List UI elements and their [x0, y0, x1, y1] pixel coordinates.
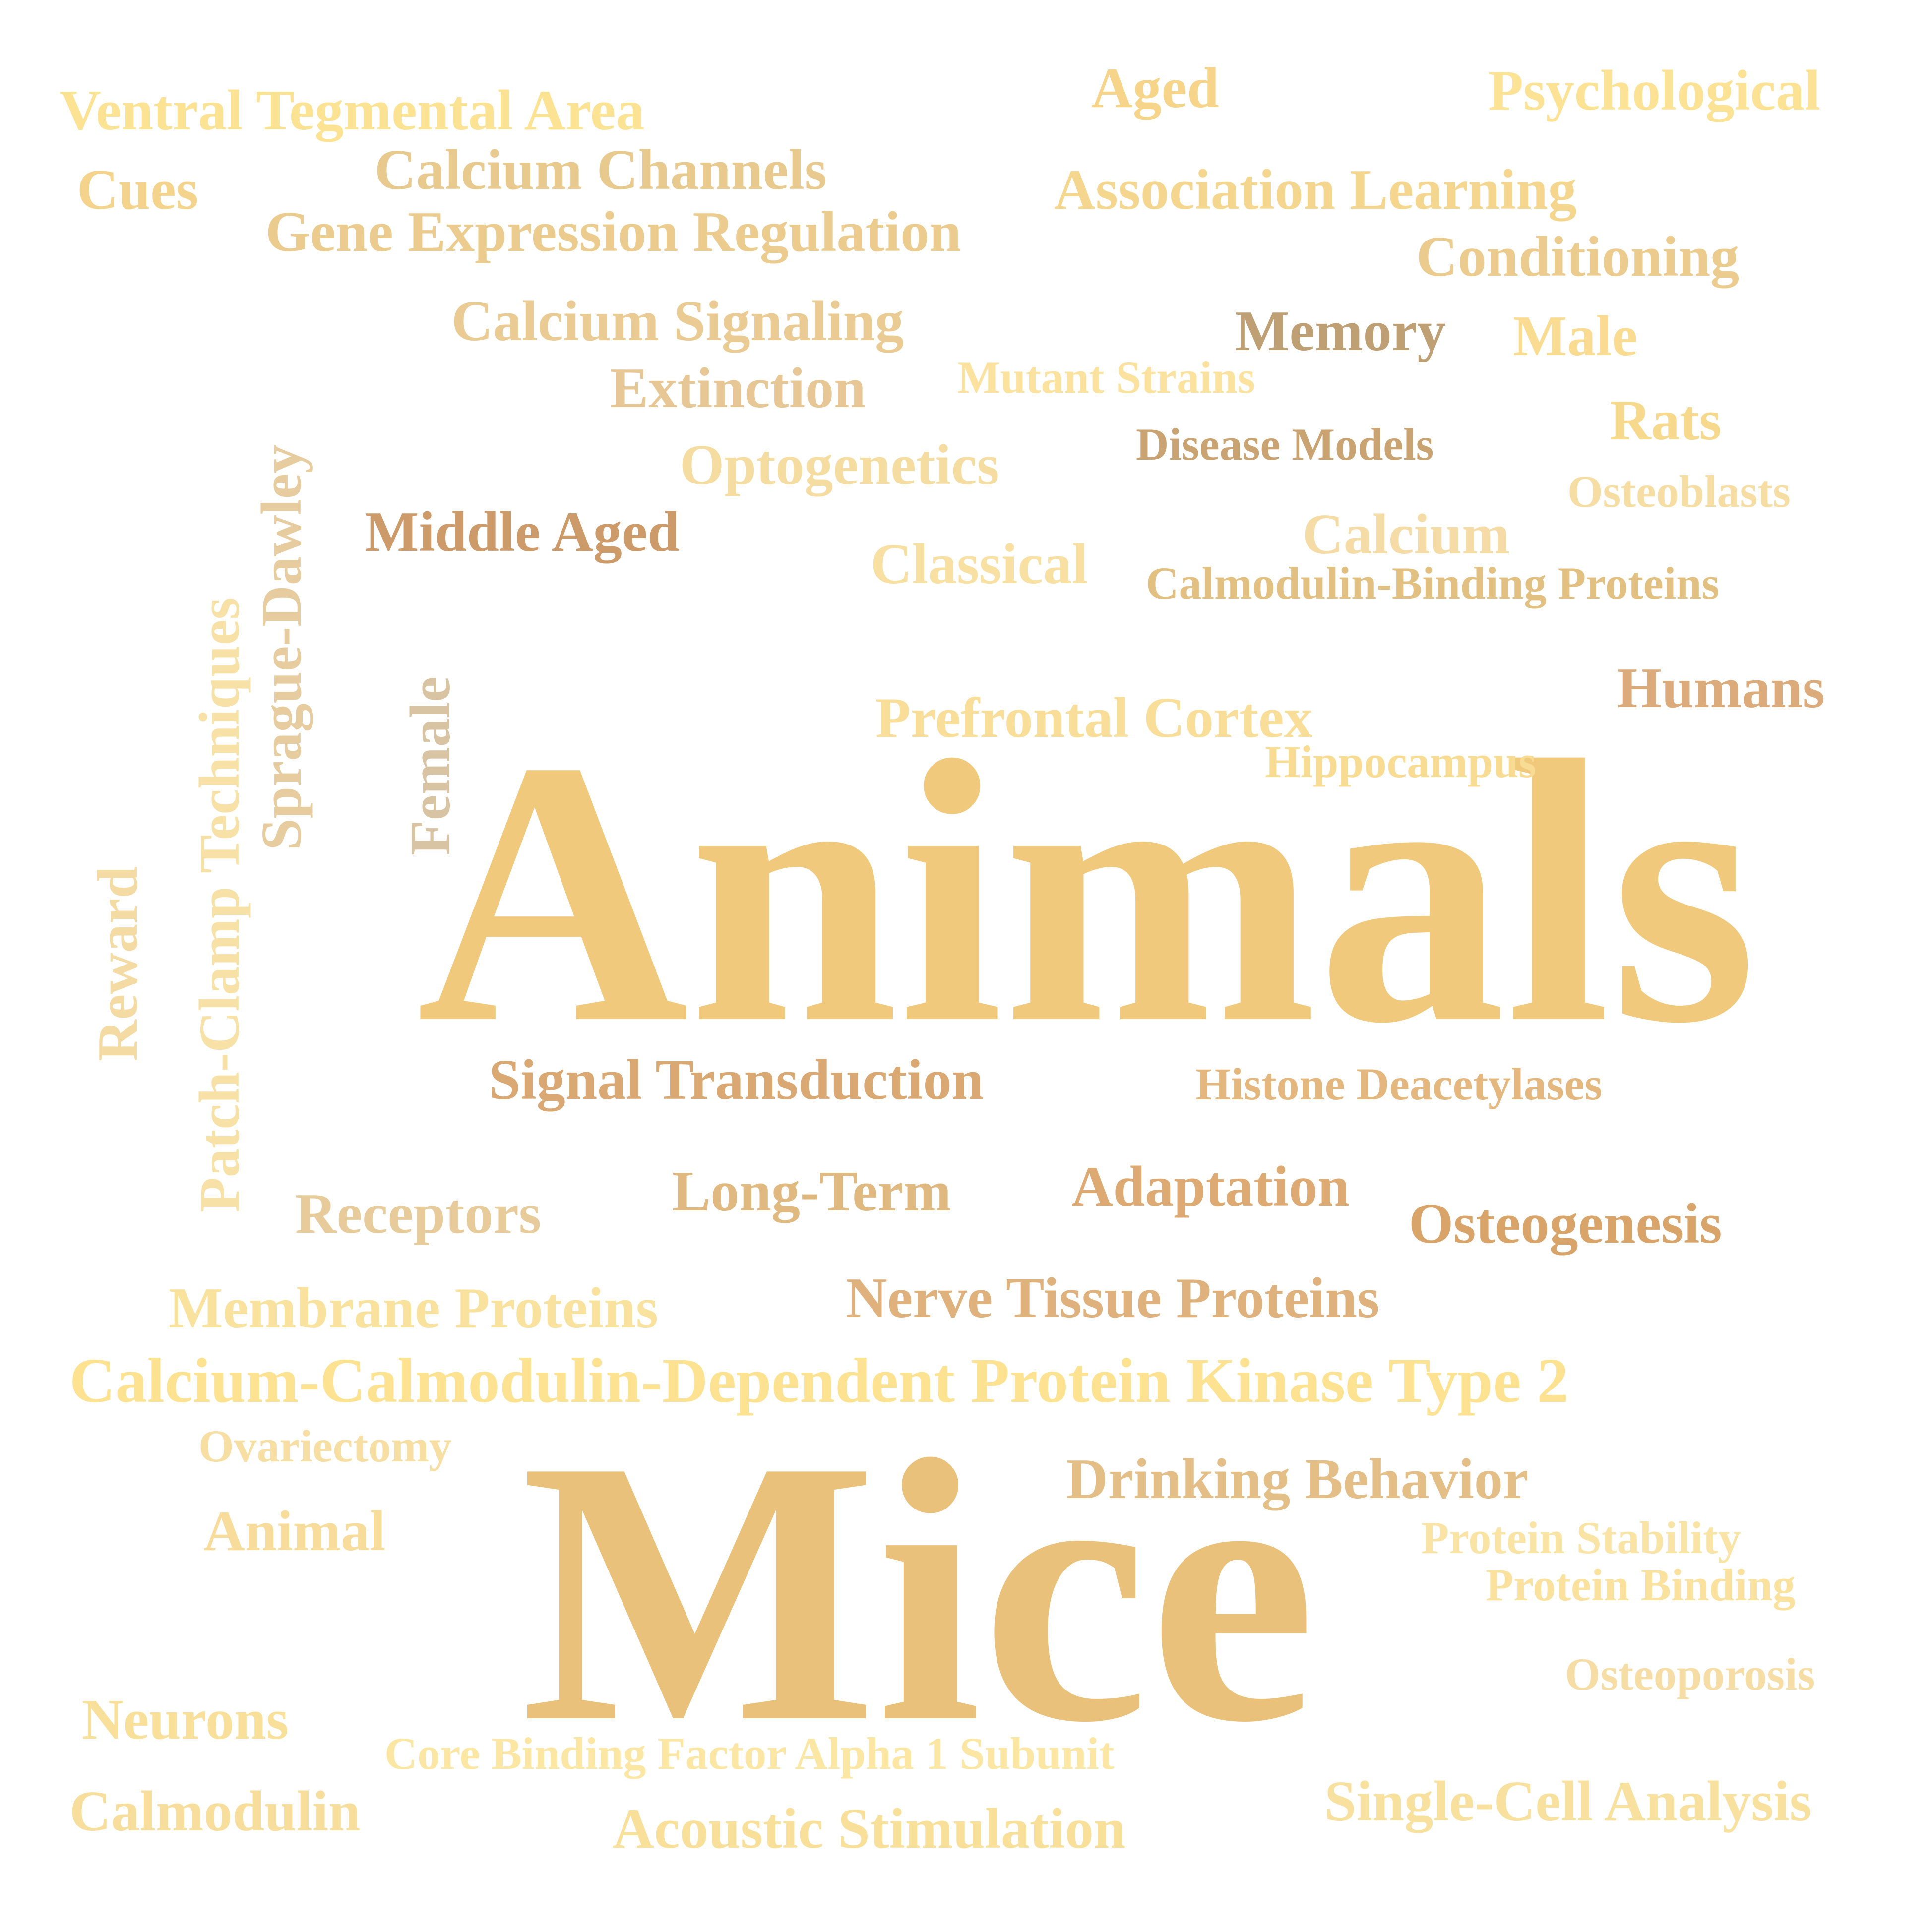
word-psychological: Psychological: [1488, 59, 1821, 122]
word-calcium-channels: Calcium Channels: [374, 138, 827, 202]
word-sprague-dawley: Sprague-Dawley: [250, 444, 313, 850]
word-animal: Animal: [203, 1500, 386, 1563]
word-drinking-behavior: Drinking Behavior: [1066, 1448, 1529, 1511]
word-calcium: Calcium: [1302, 503, 1510, 566]
word-core-binding-factor: Core Binding Factor Alpha 1 Subunit: [384, 1728, 1115, 1779]
word-calcium-signaling: Calcium Signaling: [451, 290, 904, 353]
word-gene-expression-regulation: Gene Expression Regulation: [265, 200, 961, 264]
word-osteogenesis: Osteogenesis: [1409, 1192, 1722, 1256]
word-protein-stability: Protein Stability: [1421, 1512, 1741, 1563]
word-female: Female: [399, 676, 462, 855]
word-rats: Rats: [1610, 389, 1722, 452]
word-disease-models: Disease Models: [1136, 419, 1434, 470]
word-animals: Animals: [417, 684, 1757, 1101]
word-single-cell-analysis: Single-Cell Analysis: [1324, 1770, 1812, 1833]
word-prefrontal-cortex: Prefrontal Cortex: [875, 686, 1313, 750]
word-mice: Mice: [521, 1383, 1316, 1800]
word-aged: Aged: [1091, 57, 1219, 120]
word-ventral-tegmental-area: Ventral Tegmental Area: [60, 79, 645, 142]
word-protein-binding: Protein Binding: [1486, 1560, 1796, 1610]
word-acoustic-stimulation: Acoustic Stimulation: [613, 1797, 1126, 1861]
word-memory: Memory: [1235, 300, 1446, 363]
word-camk2: Calcium-Calmodulin-Dependent Protein Kin…: [69, 1345, 1569, 1416]
word-osteoblasts: Osteoblasts: [1567, 466, 1791, 517]
word-histone-deacetylases: Histone Deacetylases: [1195, 1059, 1603, 1109]
word-calmodulin: Calmodulin: [69, 1780, 361, 1843]
word-signal-transduction: Signal Transduction: [489, 1048, 984, 1112]
word-male: Male: [1513, 304, 1638, 368]
word-calmodulin-binding-proteins: Calmodulin-Binding Proteins: [1146, 558, 1720, 608]
word-extinction: Extinction: [610, 357, 866, 420]
word-optogenetics: Optogenetics: [680, 433, 999, 497]
word-long-term: Long-Term: [672, 1160, 951, 1223]
word-conditioning: Conditioning: [1416, 225, 1740, 289]
word-association-learning: Association Learning: [1054, 158, 1577, 222]
word-membrane-proteins: Membrane Proteins: [169, 1276, 658, 1340]
word-reward: Reward: [86, 866, 150, 1061]
word-receptors: Receptors: [295, 1182, 542, 1246]
word-neurons: Neurons: [82, 1688, 289, 1751]
word-osteoporosis: Osteoporosis: [1565, 1649, 1815, 1699]
word-humans: Humans: [1617, 657, 1825, 720]
word-mutant-strains: Mutant Strains: [957, 352, 1255, 403]
word-cues: Cues: [77, 158, 198, 222]
word-ovariectomy: Ovariectomy: [198, 1421, 452, 1471]
word-adaptation: Adaptation: [1071, 1155, 1350, 1218]
word-middle-aged: Middle Aged: [365, 500, 680, 564]
word-nerve-tissue-proteins: Nerve Tissue Proteins: [846, 1267, 1380, 1330]
word-hippocampus: Hippocampus: [1265, 736, 1537, 787]
word-classical: Classical: [871, 533, 1088, 596]
word-patch-clamp-techniques: Patch-Clamp Techniques: [188, 597, 251, 1212]
